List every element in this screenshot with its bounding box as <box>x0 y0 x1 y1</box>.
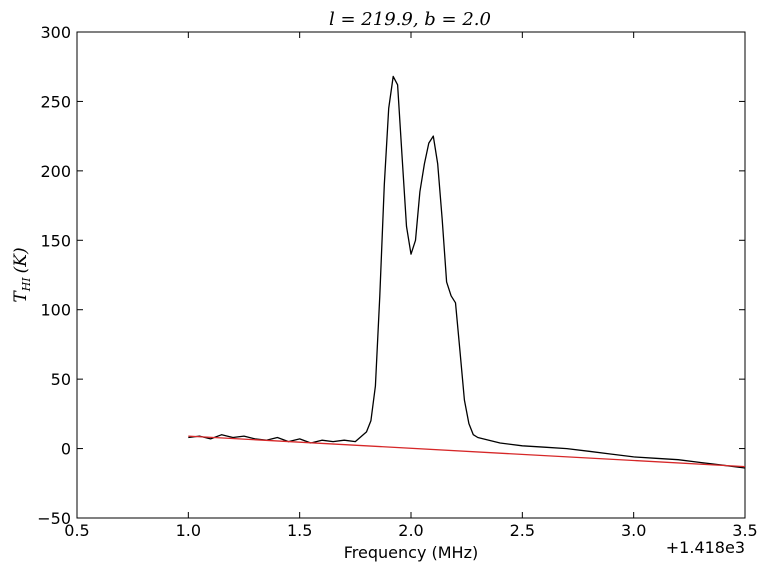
x-tick-label: 1.0 <box>176 521 201 540</box>
x-axis-label: Frequency (MHz) <box>344 543 478 562</box>
tick-labels: 0.5 1.0 1.5 2.0 2.5 3.0 3.5 −50 0 50 100 150 200 250 3… <box>37 23 757 540</box>
title-l-var: l <box>329 9 335 30</box>
y-axis-label-symbol: T <box>11 290 31 303</box>
plot-frame <box>76 31 746 519</box>
x-tick-label: 1.5 <box>287 521 312 540</box>
y-axis-label-unit: (K) <box>11 247 31 273</box>
title-b-value: 2.0 <box>461 9 491 30</box>
x-tick-label: 0.5 <box>64 521 89 540</box>
series-layer <box>188 75 746 469</box>
spectrum-line <box>188 75 746 469</box>
y-tick-label: 250 <box>40 92 71 111</box>
title-l-value: 219.9 <box>360 9 413 30</box>
ticks <box>76 31 746 519</box>
baseline-fit-line <box>188 435 746 468</box>
y-tick-label: 150 <box>40 231 71 250</box>
y-tick-label: 300 <box>40 23 71 42</box>
x-tick-label: 3.5 <box>732 521 757 540</box>
y-tick-label: 200 <box>40 162 71 181</box>
y-tick-label: −50 <box>37 509 71 528</box>
x-offset-label: +1.418e3 <box>666 538 745 557</box>
x-tick-label: 3.0 <box>621 521 646 540</box>
title-b-var: b <box>424 9 436 30</box>
y-axis-label: THI (K) <box>11 247 33 302</box>
x-tick-label: 2.0 <box>398 521 423 540</box>
y-tick-label: 100 <box>40 301 71 320</box>
y-axis-label-subscript: HI <box>20 277 33 293</box>
x-tick-label: 2.5 <box>510 521 535 540</box>
y-tick-label: 0 <box>61 440 71 459</box>
chart-title: l = 219.9, b = 2.0 <box>329 9 491 30</box>
y-tick-label: 50 <box>51 370 71 389</box>
